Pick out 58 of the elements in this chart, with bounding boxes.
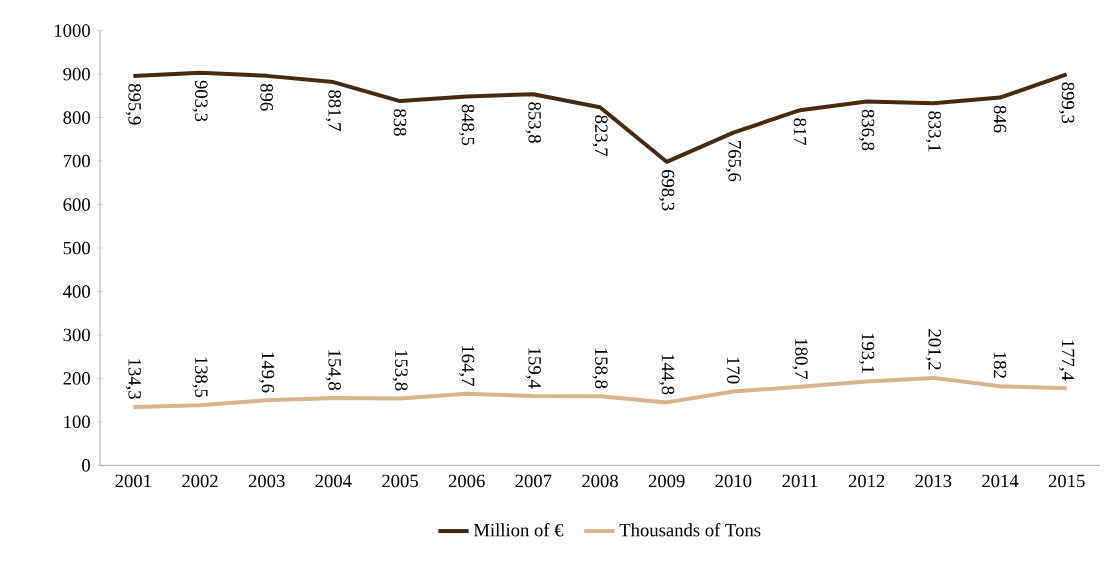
data-label: 896 bbox=[260, 83, 273, 111]
x-tick-label: 2005 bbox=[382, 474, 418, 488]
x-tick-label: 2008 bbox=[582, 474, 618, 488]
data-label: 154,8 bbox=[325, 350, 341, 390]
data-label: 149,6 bbox=[259, 352, 275, 393]
x-tick-label: 2007 bbox=[515, 474, 552, 488]
data-label: 817 bbox=[793, 118, 807, 146]
data-label: 144,8 bbox=[659, 354, 675, 395]
x-tick-label: 2015 bbox=[1048, 474, 1085, 488]
x-tick-label: 2004 bbox=[315, 474, 352, 488]
data-label: 853,8 bbox=[525, 102, 541, 143]
data-label: 177,4 bbox=[1059, 340, 1075, 381]
data-label: 833,1 bbox=[925, 111, 941, 152]
y-tick-label: 900 bbox=[63, 67, 90, 81]
data-label: 201,2 bbox=[925, 329, 941, 370]
x-tick-label: 2010 bbox=[715, 474, 752, 488]
y-tick-label: 700 bbox=[63, 154, 90, 168]
data-label: 836,8 bbox=[859, 109, 875, 151]
data-label: 158,8 bbox=[592, 348, 608, 389]
x-tick-label: 2009 bbox=[648, 474, 685, 488]
x-tick-label: 2001 bbox=[115, 474, 151, 488]
x-tick-label: 2013 bbox=[915, 474, 952, 488]
data-label: 838 bbox=[393, 109, 407, 136]
y-tick-label: 0 bbox=[82, 459, 90, 472]
legend-label: Thousands of Tons bbox=[619, 523, 761, 537]
data-label: 895,9 bbox=[125, 83, 141, 125]
x-tick-label: 2002 bbox=[182, 474, 218, 488]
data-label: 193,1 bbox=[859, 333, 875, 373]
data-label: 170 bbox=[727, 357, 740, 384]
data-label: 903,3 bbox=[192, 80, 208, 122]
y-tick-label: 200 bbox=[63, 372, 90, 385]
data-label: 698,3 bbox=[659, 169, 675, 211]
y-tick-label: 100 bbox=[64, 415, 90, 429]
x-tick-label: 2003 bbox=[248, 474, 285, 488]
data-label: 848,5 bbox=[459, 104, 475, 146]
data-label: 138,5 bbox=[192, 357, 208, 398]
y-tick-label: 600 bbox=[63, 198, 90, 211]
data-label: 846 bbox=[993, 105, 1007, 133]
data-label: 164,7 bbox=[459, 346, 475, 386]
data-label: 180,7 bbox=[792, 339, 808, 379]
data-label: 182 bbox=[993, 352, 1007, 378]
data-label: 899,3 bbox=[1059, 82, 1075, 124]
data-label: 153,8 bbox=[392, 350, 408, 391]
y-tick-label: 300 bbox=[63, 328, 90, 342]
data-label: 159,4 bbox=[525, 348, 541, 389]
data-label: 881,7 bbox=[325, 90, 341, 131]
x-tick-label: 2006 bbox=[448, 474, 485, 488]
x-tick-label: 2011 bbox=[782, 474, 818, 488]
data-label: 765,6 bbox=[725, 141, 741, 182]
x-tick-label: 2012 bbox=[848, 474, 885, 488]
data-label: 823,7 bbox=[592, 115, 608, 157]
y-tick-label: 1000 bbox=[54, 24, 90, 37]
y-tick-label: 400 bbox=[63, 285, 90, 298]
y-tick-label: 800 bbox=[63, 111, 90, 124]
data-label: 134,3 bbox=[125, 359, 141, 399]
y-tick-label: 500 bbox=[63, 241, 90, 255]
x-tick-label: 2014 bbox=[982, 474, 1019, 488]
legend-label: Million of € bbox=[473, 523, 564, 537]
